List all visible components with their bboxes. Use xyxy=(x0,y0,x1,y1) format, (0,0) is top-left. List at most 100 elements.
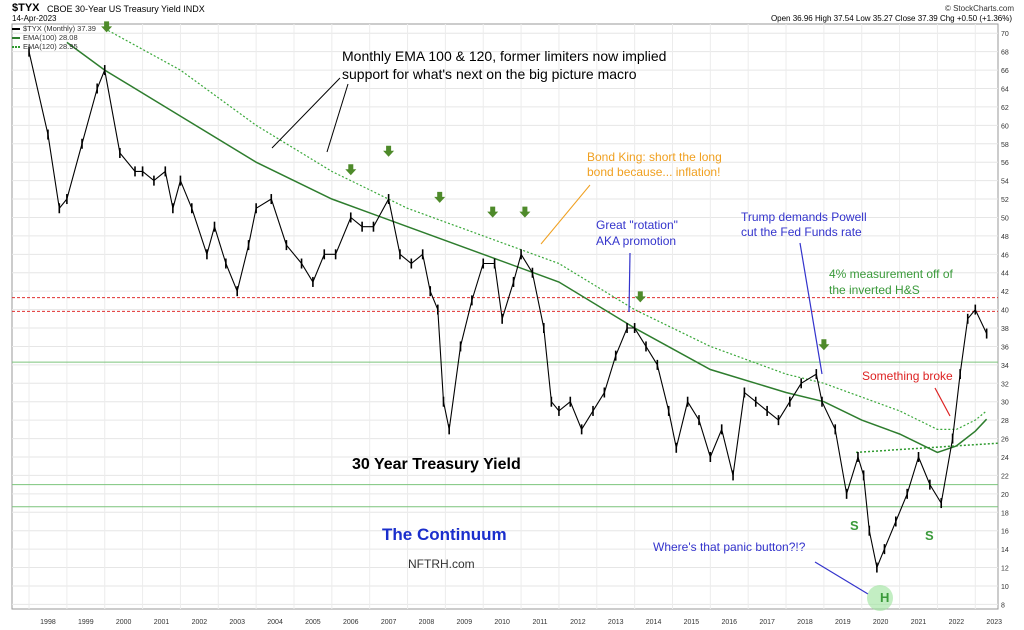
x-tick-label-2007: 2007 xyxy=(381,619,397,626)
ema-note-line-1: Monthly EMA 100 & 120, former limiters n… xyxy=(342,48,667,64)
x-tick-label-2022: 2022 xyxy=(949,619,965,626)
green-arrow-marker-7 xyxy=(818,339,830,351)
y-tick-label-54: 54 xyxy=(1001,179,1009,186)
y-tick-label-8: 8 xyxy=(1001,602,1005,609)
legend-ema120-swatch xyxy=(12,45,20,48)
y-tick-label-62: 62 xyxy=(1001,105,1009,112)
y-tick-label-20: 20 xyxy=(1001,492,1009,499)
site-label: NFTRH.com xyxy=(408,557,475,571)
x-tick-label-2012: 2012 xyxy=(570,619,586,626)
x-tick-label-2004: 2004 xyxy=(267,619,283,626)
symbol-description: CBOE 30-Year US Treasury Yield INDX xyxy=(47,4,205,14)
y-tick-label-56: 56 xyxy=(1001,160,1009,167)
legend-ema120: EMA(120) 28.95 xyxy=(12,42,96,51)
continuum-label: The Continuum xyxy=(382,525,507,544)
y-tick-label-24: 24 xyxy=(1001,455,1009,462)
price-line xyxy=(28,51,988,570)
ema-note-arrow-2 xyxy=(326,83,349,153)
y-tick-label-28: 28 xyxy=(1001,418,1009,425)
price-series xyxy=(28,46,988,573)
measure-line-2: the inverted H&S xyxy=(829,283,920,297)
ema100-line xyxy=(66,41,988,454)
y-tick-label-60: 60 xyxy=(1001,123,1009,130)
legend: $TYX (Monthly) 37.39 EMA(100) 28.08 EMA(… xyxy=(12,24,96,51)
chart-title: 30 Year Treasury Yield xyxy=(352,456,521,473)
ohlc-readout: Open 36.96 High 37.54 Low 35.27 Close 37… xyxy=(770,14,1012,23)
watermark: © StockCharts.com xyxy=(944,4,1014,13)
x-tick-label-2008: 2008 xyxy=(419,619,435,626)
x-tick-label-2000: 2000 xyxy=(116,619,132,626)
legend-price: $TYX (Monthly) 37.39 xyxy=(12,24,96,33)
x-tick-label-2009: 2009 xyxy=(457,619,473,626)
broke-arrow xyxy=(934,387,951,417)
y-tick-label-70: 70 xyxy=(1001,31,1009,38)
ema-lines xyxy=(66,28,988,454)
legend-ema100-swatch xyxy=(12,36,20,39)
shoulder-left: S xyxy=(850,518,859,533)
panic-arrow xyxy=(814,561,869,595)
y-tick-label-14: 14 xyxy=(1001,547,1009,554)
annotation-arrows xyxy=(271,77,951,611)
y-tick-label-40: 40 xyxy=(1001,308,1009,315)
panic-button-note: Where's that panic button?!? xyxy=(653,540,806,554)
y-tick-label-42: 42 xyxy=(1001,289,1009,296)
green-arrow-markers xyxy=(101,21,830,351)
something-broke: Something broke xyxy=(862,369,953,383)
trump-line-1: Trump demands Powell xyxy=(741,210,867,224)
grid xyxy=(12,24,998,609)
x-tick-label-2002: 2002 xyxy=(192,619,208,626)
legend-ema100: EMA(100) 28.08 xyxy=(12,33,96,42)
legend-price-swatch xyxy=(12,27,20,30)
x-tick-label-2014: 2014 xyxy=(646,619,662,626)
x-tick-label-2016: 2016 xyxy=(721,619,737,626)
ema-note-arrow-1 xyxy=(271,77,341,149)
green-arrow-marker-5 xyxy=(519,206,531,218)
y-tick-label-66: 66 xyxy=(1001,68,1009,75)
x-tick-label-2017: 2017 xyxy=(759,619,775,626)
x-tick-label-2011: 2011 xyxy=(532,619,547,626)
rotation-arrow xyxy=(628,252,631,313)
green-arrow-marker-4 xyxy=(487,206,499,218)
x-tick-label-2023: 2023 xyxy=(986,619,1002,626)
trump-arrow xyxy=(799,242,823,375)
y-tick-label-58: 58 xyxy=(1001,142,1009,149)
x-tick-label-2005: 2005 xyxy=(305,619,321,626)
trump-line-2: cut the Fed Funds rate xyxy=(741,225,862,239)
axis-ticks: 8101214161820222426283032343638404244464… xyxy=(40,31,1009,626)
x-tick-label-2019: 2019 xyxy=(835,619,851,626)
symbol: $TYX xyxy=(12,2,40,14)
head-highlight xyxy=(867,585,893,611)
y-tick-label-16: 16 xyxy=(1001,529,1009,536)
y-tick-label-38: 38 xyxy=(1001,326,1009,333)
ema-note-line-2: support for what's next on the big pictu… xyxy=(342,66,637,82)
green-arrow-marker-2 xyxy=(383,145,395,157)
x-tick-label-2013: 2013 xyxy=(608,619,624,626)
rotation-line-1: Great "rotation" xyxy=(596,218,678,232)
y-tick-label-36: 36 xyxy=(1001,344,1009,351)
x-tick-label-2021: 2021 xyxy=(911,619,927,626)
green-arrow-marker-3 xyxy=(434,191,446,203)
plot-frame xyxy=(11,23,999,610)
green-arrow-marker-1 xyxy=(345,164,357,176)
x-tick-label-2001: 2001 xyxy=(154,619,170,626)
legend-ema100-label: EMA(100) 28.08 xyxy=(23,33,78,42)
y-tick-label-18: 18 xyxy=(1001,510,1009,517)
y-tick-label-68: 68 xyxy=(1001,50,1009,57)
green-arrow-marker-6 xyxy=(634,291,646,303)
x-tick-label-1999: 1999 xyxy=(78,619,94,626)
y-tick-label-50: 50 xyxy=(1001,215,1009,222)
rotation-line-2: AKA promotion xyxy=(596,234,677,248)
y-tick-label-32: 32 xyxy=(1001,381,1009,388)
measure-line-1: 4% measurement off of xyxy=(829,267,953,281)
y-tick-label-10: 10 xyxy=(1001,584,1009,591)
y-tick-label-34: 34 xyxy=(1001,363,1009,370)
y-tick-label-26: 26 xyxy=(1001,437,1009,444)
head-label: H xyxy=(880,590,890,605)
x-tick-label-2006: 2006 xyxy=(343,619,359,626)
y-tick-label-44: 44 xyxy=(1001,271,1009,278)
legend-ema120-label: EMA(120) 28.95 xyxy=(23,42,78,51)
legend-price-label: $TYX (Monthly) 37.39 xyxy=(23,24,96,33)
x-tick-label-2018: 2018 xyxy=(797,619,813,626)
bond-king-line-1: Bond King: short the long xyxy=(587,150,722,164)
